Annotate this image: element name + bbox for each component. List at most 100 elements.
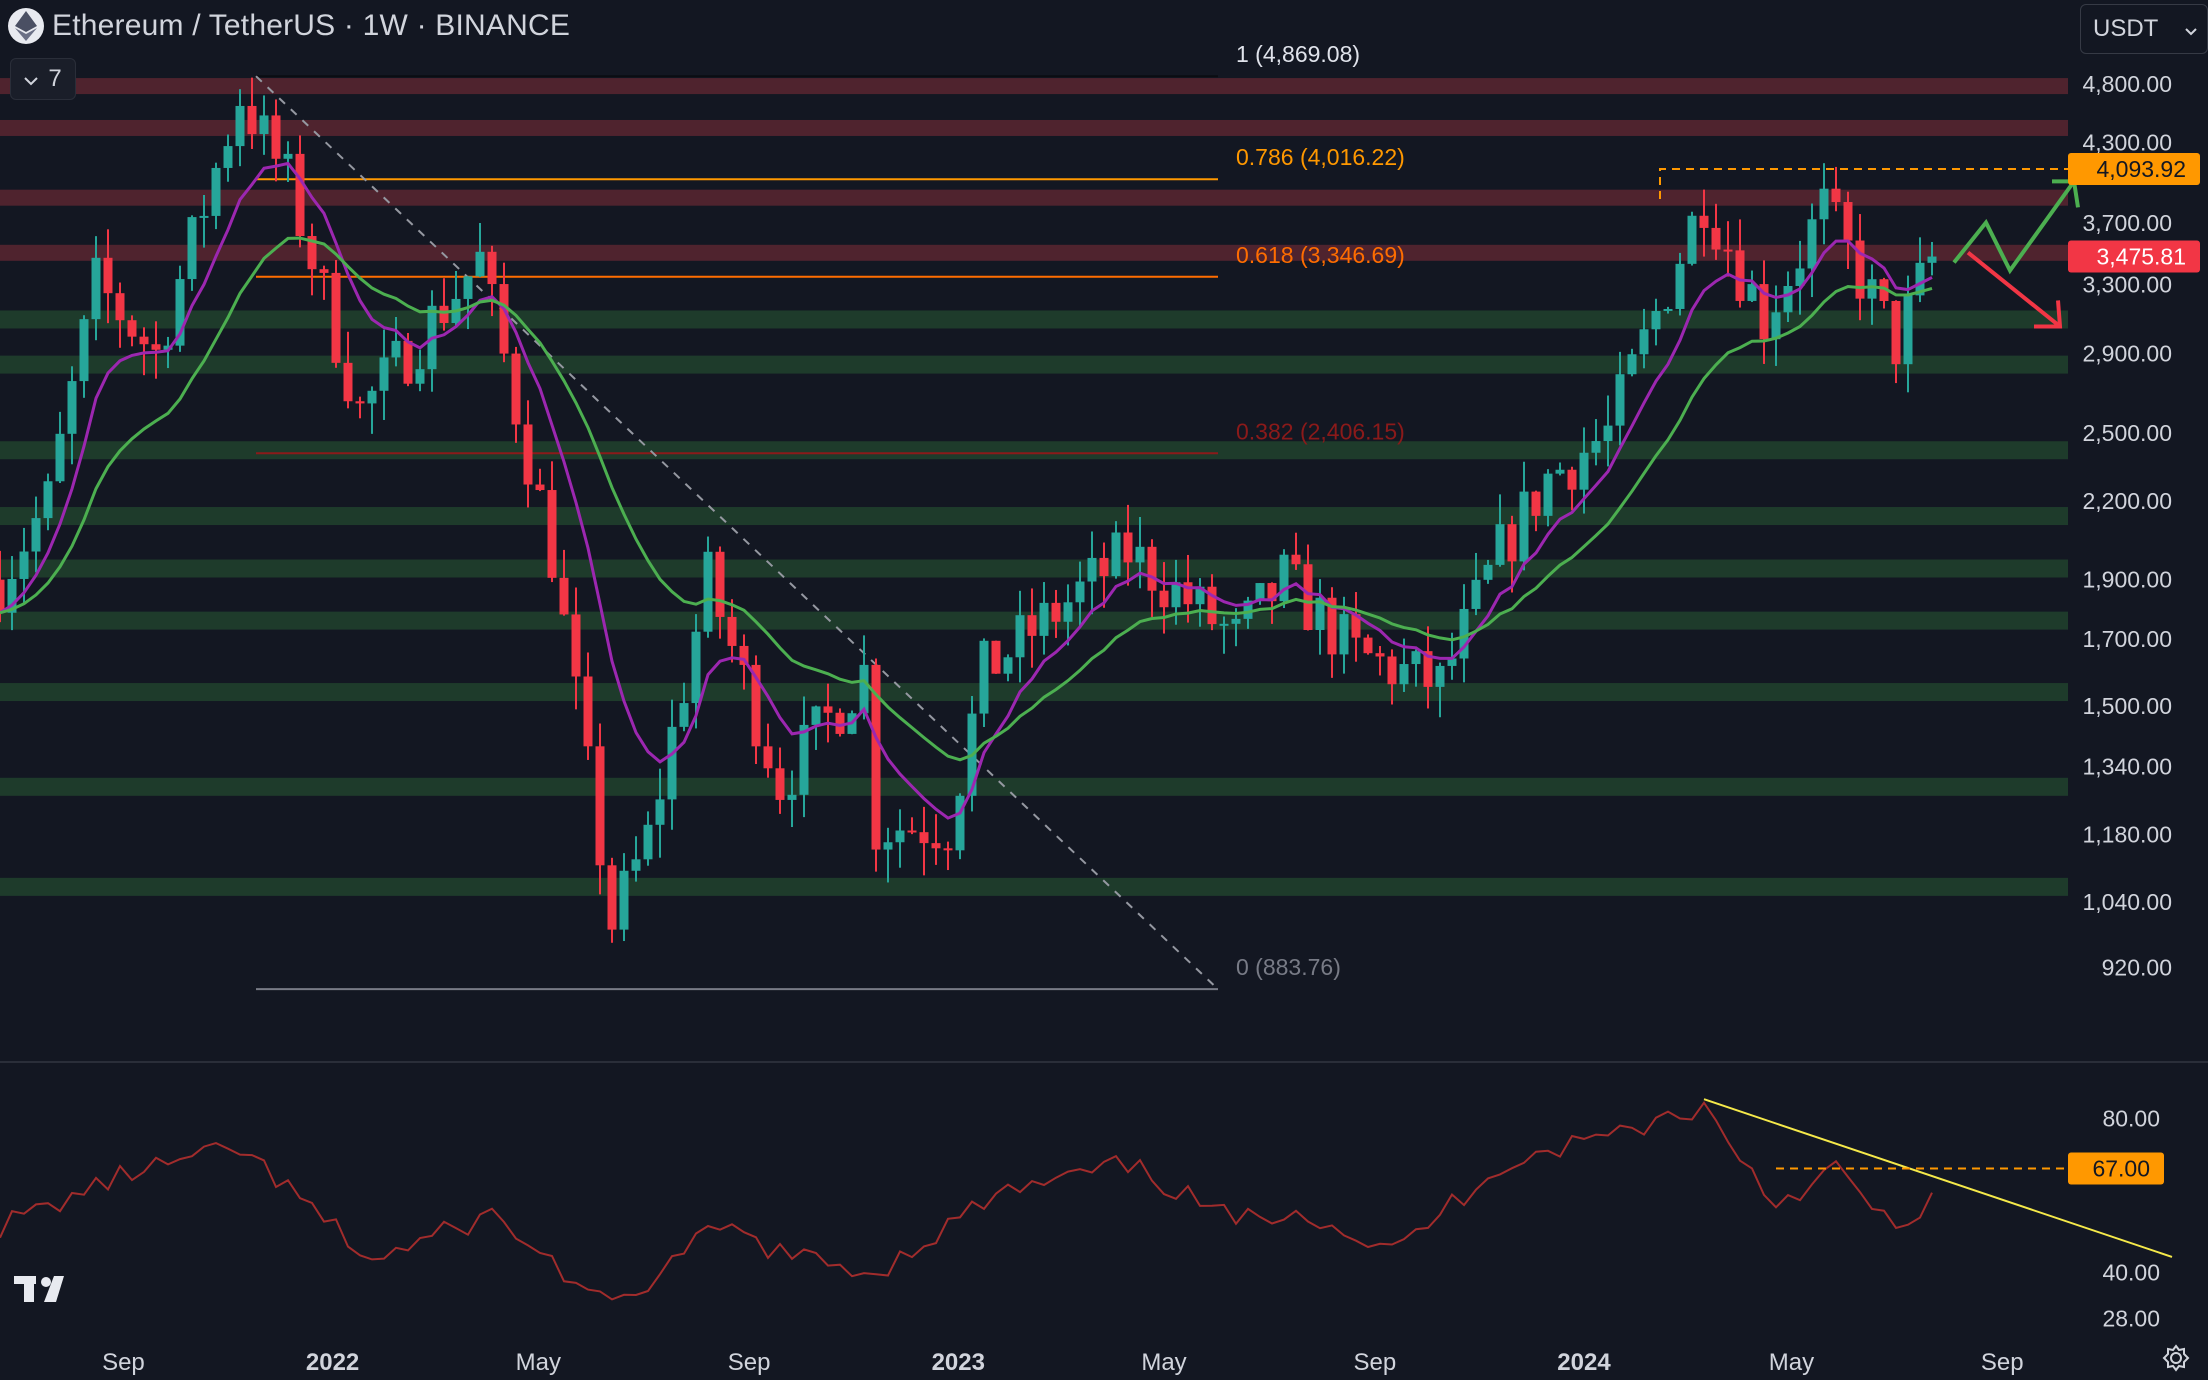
candle-body	[1603, 425, 1613, 442]
candle-body	[691, 631, 701, 704]
candle-body	[1735, 250, 1745, 301]
resistance-zone	[0, 78, 2068, 95]
indicators-toggle-button[interactable]: 7	[10, 58, 76, 100]
time-axis-label: Sep	[1981, 1349, 2024, 1376]
settings-gear-icon[interactable]	[2162, 1344, 2190, 1377]
candle-body	[115, 293, 125, 321]
chart-header: Ethereum / TetherUS · 1W · BINANCE	[8, 8, 570, 44]
price-badges: 4,093.92 3,475.81	[1659, 152, 2200, 273]
candle-body	[619, 870, 629, 930]
candle-body	[355, 401, 365, 404]
candle-body	[631, 859, 641, 871]
trendline-dashed	[255, 75, 1219, 990]
resistance-zone	[0, 244, 2068, 261]
chevron-down-icon	[24, 65, 39, 93]
price-axis-tick: 1,700.00	[2082, 626, 2172, 652]
candle-body	[799, 724, 809, 795]
candle-body	[1123, 532, 1133, 563]
candle-body	[943, 848, 953, 851]
candle-body	[1387, 656, 1397, 685]
candle-body	[91, 257, 101, 320]
price-dashed-line	[1659, 167, 2068, 199]
candle-body	[787, 794, 797, 800]
candle-body	[1819, 188, 1829, 220]
candle-body	[1543, 473, 1553, 516]
candle-body	[823, 706, 833, 713]
candle-body	[1639, 329, 1649, 355]
time-axis-label: 2022	[306, 1349, 359, 1376]
ema-fast-line	[0, 161, 1933, 820]
candle-body	[715, 551, 725, 617]
candle-body	[1459, 608, 1469, 659]
time-axis-label: May	[1769, 1349, 1814, 1376]
candle-body	[1171, 582, 1181, 608]
candle-body	[667, 726, 677, 800]
candle-body	[1531, 491, 1541, 516]
candle-body	[1483, 564, 1493, 580]
rsi-pane: 80.00 40.00 28.00 67.00	[0, 1061, 2208, 1331]
support-zone	[0, 310, 2068, 329]
candle-body	[1111, 532, 1121, 577]
candle-body	[1099, 557, 1109, 577]
candle-body	[1471, 579, 1481, 609]
candle-body	[163, 345, 173, 350]
candle-body	[895, 830, 905, 843]
candle-body	[1927, 256, 1937, 263]
price-axis-tick: 1,340.00	[2082, 753, 2172, 779]
fib-level-label: 0.786 (4,016.22)	[1236, 144, 1405, 170]
price-axis-tick: 4,800.00	[2082, 71, 2172, 97]
chevron-down-icon	[2185, 15, 2197, 43]
candle-body	[259, 115, 269, 135]
candle-body	[1375, 653, 1385, 657]
candle-body	[571, 614, 581, 677]
candle-body	[883, 842, 893, 850]
candle-body	[1795, 268, 1805, 286]
price-axis-tick: 2,900.00	[2082, 340, 2172, 366]
candle-body	[1183, 582, 1193, 605]
time-axis-label: Sep	[1354, 1349, 1397, 1376]
fib-level-label: 0 (883.76)	[1236, 954, 1341, 980]
resistance-zone	[0, 189, 2068, 206]
candle-body	[1627, 354, 1637, 375]
rsi-axis-tick: 80.00	[2102, 1105, 2160, 1131]
candle-body	[1867, 279, 1877, 299]
candle-body	[511, 353, 521, 425]
candle-body	[1699, 215, 1709, 228]
candle-body	[679, 703, 689, 727]
price-axis-tick: 1,180.00	[2082, 822, 2172, 848]
candle-body	[1495, 524, 1505, 565]
rsi-axis-tick: 40.00	[2102, 1259, 2160, 1285]
bearish-arrowhead	[2034, 300, 2063, 329]
candle-body	[1567, 469, 1577, 490]
candle-body	[919, 832, 929, 844]
candle-body	[1855, 240, 1865, 299]
candles	[0, 77, 1937, 943]
candle-body	[1195, 586, 1205, 605]
support-zone	[0, 355, 2068, 374]
candle-body	[1087, 557, 1097, 582]
support-zone	[0, 877, 2068, 896]
candle-body	[595, 746, 605, 866]
candle-body	[1675, 263, 1685, 309]
candle-body	[1903, 295, 1913, 365]
price-badge-label: 4,093.92	[2096, 156, 2186, 182]
candle-body	[559, 577, 569, 615]
price-axis-tick: 1,040.00	[2082, 889, 2172, 915]
candle-body	[103, 257, 113, 294]
time-axis-label: May	[516, 1349, 561, 1376]
symbol-title[interactable]: Ethereum / TetherUS · 1W · BINANCE	[52, 9, 571, 42]
candle-body	[211, 167, 221, 216]
candle-body	[835, 712, 845, 734]
candle-body	[1219, 623, 1229, 626]
fib-level-label: 0.382 (2,406.15)	[1236, 418, 1405, 444]
bullish-scenario-arrow	[1952, 180, 2076, 275]
candle-body	[235, 105, 245, 147]
candle-body	[751, 664, 761, 747]
candle-body	[1039, 602, 1049, 636]
fibonacci-levels: 1 (4,869.08) 0.786 (4,016.22) 0.618 (3,346…	[256, 41, 1405, 991]
candle-body	[331, 272, 341, 363]
currency-select[interactable]: USDT	[2080, 4, 2208, 54]
price-badge	[2068, 152, 2200, 185]
candle-body	[535, 484, 545, 491]
